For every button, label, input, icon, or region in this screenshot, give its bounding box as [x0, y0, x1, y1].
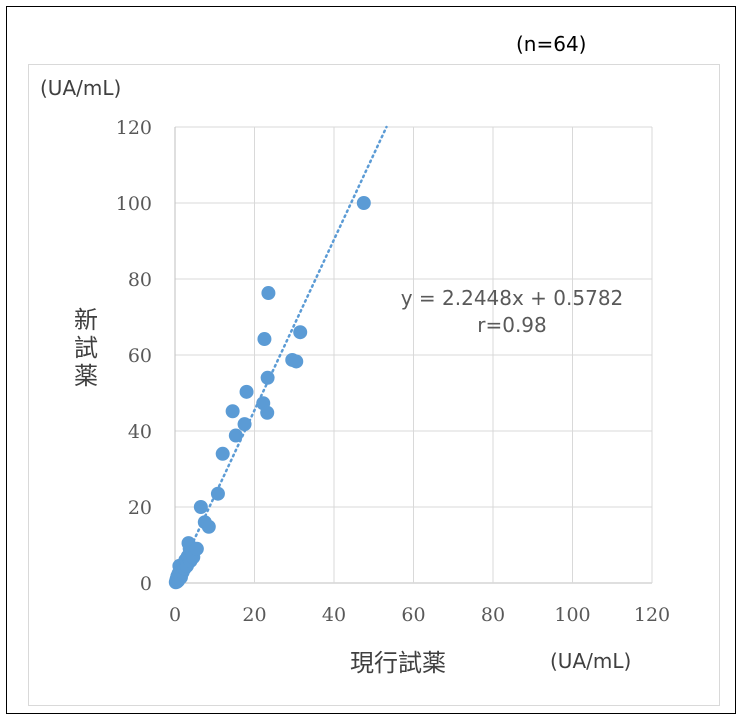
- data-point: [289, 354, 304, 369]
- x-tick-label: 120: [634, 604, 670, 626]
- chart-area: [28, 64, 720, 706]
- y-tick-label: 20: [128, 497, 152, 519]
- tick-labels: 0 20 40 60 80 100 120 0 20 40 60 80 100 120: [116, 117, 670, 626]
- data-point: [260, 370, 275, 385]
- data-point: [215, 446, 230, 461]
- trendline: [173, 125, 388, 583]
- y-axis-unit: (UA/mL): [40, 76, 121, 100]
- data-point: [237, 417, 252, 432]
- x-tick-label: 60: [401, 604, 425, 626]
- trendline-equation: y = 2.2448x + 0.5782: [401, 286, 624, 310]
- x-axis-unit: (UA/mL): [550, 649, 631, 673]
- data-point: [356, 196, 371, 210]
- data-point: [201, 519, 216, 534]
- y-tick-label: 80: [128, 269, 152, 291]
- x-tick-label: 20: [242, 604, 266, 626]
- y-tick-label: 120: [116, 117, 152, 139]
- data-point: [210, 486, 225, 501]
- data-point: [239, 384, 254, 399]
- figure-frame: [6, 6, 736, 714]
- data-point: [261, 286, 276, 301]
- y-tick-label: 40: [128, 421, 152, 443]
- data-point: [228, 428, 243, 443]
- sample-size-note: (n=64): [516, 32, 587, 56]
- x-tick-label: 0: [169, 604, 181, 626]
- data-point: [225, 404, 240, 419]
- y-tick-label: 0: [140, 573, 152, 595]
- data-point: [193, 500, 208, 514]
- y-axis-title: 新試薬: [74, 306, 98, 390]
- gridlines: [174, 126, 653, 584]
- y-tick-label: 60: [128, 345, 152, 367]
- data-point: [189, 541, 204, 556]
- data-point: [293, 325, 308, 340]
- x-tick-label: 40: [322, 604, 346, 626]
- correlation-label: r=0.98: [477, 313, 547, 337]
- x-axis-title: 現行試薬: [350, 649, 446, 677]
- data-point: [260, 405, 275, 420]
- x-tick-label: 100: [554, 604, 590, 626]
- data-point: [257, 332, 272, 347]
- x-tick-label: 80: [481, 604, 505, 626]
- y-tick-label: 100: [116, 193, 152, 215]
- data-points: [168, 196, 371, 590]
- trendline-layer: [173, 125, 388, 583]
